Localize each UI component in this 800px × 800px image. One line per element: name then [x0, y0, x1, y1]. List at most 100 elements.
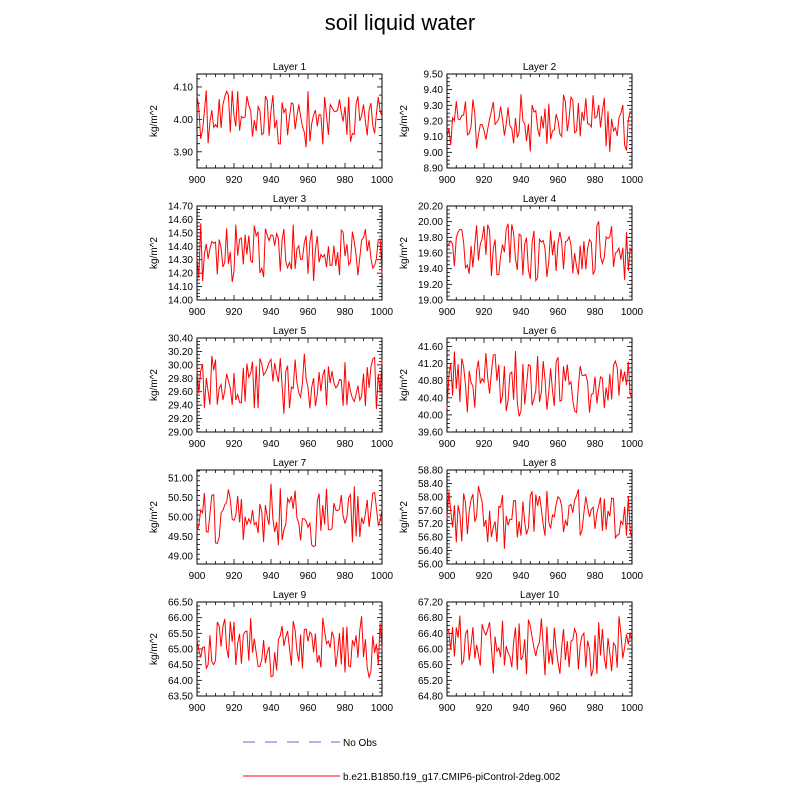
- x-tick-label: 920: [226, 703, 243, 714]
- y-tick-label: 14.70: [168, 202, 193, 213]
- y-tick-label: 66.50: [168, 598, 193, 609]
- x-tick-label: 900: [189, 175, 206, 186]
- y-tick-label: 29.60: [168, 387, 193, 398]
- y-tick-label: 30.40: [168, 334, 193, 345]
- y-tick-label: 66.80: [418, 613, 443, 624]
- y-tick-label: 50.00: [168, 513, 193, 524]
- y-tick-label: 9.10: [424, 132, 444, 143]
- y-tick-label: 39.60: [418, 428, 443, 439]
- y-tick-label: 14.40: [168, 242, 193, 253]
- series-line-model: [446, 94, 633, 152]
- panel-title: Layer 10: [520, 590, 559, 601]
- x-tick-label: 960: [300, 439, 317, 450]
- x-tick-label: 900: [189, 571, 206, 582]
- figure-title: soil liquid water: [325, 10, 475, 35]
- panel-title: Layer 7: [273, 458, 307, 469]
- panel-layer-1: Layer 1 900 920 940 960 980 1000 3.90 4.00 4.10 kg…: [149, 62, 394, 186]
- panel-layer-10: Layer 10 900 920 940 960 980 1000 64.80 65.20 65.…: [418, 590, 644, 714]
- x-tick-label: 940: [513, 307, 530, 318]
- y-tick-label: 9.40: [424, 85, 444, 96]
- x-tick-label: 960: [550, 703, 567, 714]
- x-tick-label: 980: [337, 703, 354, 714]
- y-tick-label: 64.50: [168, 660, 193, 671]
- y-axis-label: kg/m^2: [399, 501, 410, 533]
- plot-frame: [196, 337, 383, 433]
- x-tick-label: 1000: [621, 175, 644, 186]
- y-tick-label: 56.40: [418, 546, 443, 557]
- panel-layer-2: Layer 2 900 920 940 960 980 1000 8.90 9.00 9.10 9.…: [399, 62, 644, 186]
- x-tick-label: 920: [226, 175, 243, 186]
- y-tick-label: 65.60: [418, 660, 443, 671]
- panel-title: Layer 9: [273, 590, 307, 601]
- panel-layer-6: Layer 6 900 920 940 960 980 1000 39.60 40.00 40.4…: [399, 326, 644, 450]
- x-tick-label: 960: [550, 571, 567, 582]
- y-tick-label: 51.00: [168, 473, 193, 484]
- x-tick-label: 900: [439, 307, 456, 318]
- x-tick-label: 940: [263, 307, 280, 318]
- y-tick-label: 50.50: [168, 493, 193, 504]
- panel-layer-4: Layer 4 900 920 940 960 980 1000 19.00 19.20 19.4…: [399, 194, 644, 318]
- series-line-model: [446, 351, 633, 417]
- y-tick-label: 14.00: [168, 296, 193, 307]
- x-tick-label: 920: [476, 175, 493, 186]
- x-tick-label: 940: [263, 175, 280, 186]
- y-tick-label: 40.40: [418, 393, 443, 404]
- y-tick-label: 9.20: [424, 117, 444, 128]
- y-tick-label: 30.20: [168, 347, 193, 358]
- x-tick-label: 1000: [621, 439, 644, 450]
- x-tick-label: 920: [226, 439, 243, 450]
- panel-layer-7: Layer 7 900 920 940 960 980 1000 49.00 49.50 50.0…: [149, 458, 394, 582]
- x-tick-label: 980: [587, 307, 604, 318]
- x-tick-label: 900: [189, 307, 206, 318]
- y-tick-label: 14.60: [168, 215, 193, 226]
- x-tick-label: 940: [513, 439, 530, 450]
- x-tick-label: 1000: [371, 175, 394, 186]
- y-tick-label: 58.40: [418, 479, 443, 490]
- series-line-model: [196, 483, 383, 548]
- y-tick-label: 19.00: [418, 296, 443, 307]
- y-tick-label: 14.50: [168, 228, 193, 239]
- legend-obs-label: No Obs: [343, 738, 377, 749]
- y-tick-label: 19.80: [418, 233, 443, 244]
- y-tick-label: 29.40: [168, 401, 193, 412]
- y-tick-label: 30.00: [168, 360, 193, 371]
- x-tick-label: 960: [300, 703, 317, 714]
- x-tick-label: 900: [439, 571, 456, 582]
- series-line-model: [196, 223, 383, 283]
- y-tick-label: 14.10: [168, 282, 193, 293]
- plot-frame: [446, 601, 633, 697]
- y-tick-label: 29.20: [168, 414, 193, 425]
- panel-title: Layer 5: [273, 326, 307, 337]
- x-tick-label: 1000: [621, 703, 644, 714]
- y-tick-label: 9.30: [424, 101, 444, 112]
- x-tick-label: 960: [550, 439, 567, 450]
- panel-grid: Layer 1 900 920 940 960 980 1000 3.90 4.00 4.10 kg…: [149, 62, 644, 714]
- y-tick-label: 67.20: [418, 598, 443, 609]
- y-tick-label: 57.60: [418, 506, 443, 517]
- y-tick-label: 9.50: [424, 70, 444, 81]
- y-tick-label: 64.00: [168, 676, 193, 687]
- series-line-model: [196, 616, 383, 680]
- x-tick-label: 920: [226, 307, 243, 318]
- y-tick-label: 4.10: [174, 82, 194, 93]
- y-tick-label: 20.00: [418, 217, 443, 228]
- series-line-model: [446, 221, 633, 283]
- series-line-model: [196, 90, 383, 148]
- y-axis-label: kg/m^2: [149, 237, 160, 269]
- series-line-model: [196, 353, 383, 414]
- y-axis-label: kg/m^2: [149, 501, 160, 533]
- x-tick-label: 900: [439, 439, 456, 450]
- x-tick-label: 960: [550, 175, 567, 186]
- panel-layer-5: Layer 5 900 920 940 960 980 1000 29.00 29.20 29.4…: [149, 326, 394, 450]
- panel-layer-9: Layer 9 900 920 940 960 980 1000 63.50 64.00 64.5…: [149, 590, 394, 714]
- y-tick-label: 49.50: [168, 532, 193, 543]
- x-tick-label: 980: [337, 439, 354, 450]
- y-tick-label: 65.00: [168, 645, 193, 656]
- y-tick-label: 64.80: [418, 692, 443, 703]
- y-tick-label: 66.00: [418, 645, 443, 656]
- x-tick-label: 900: [439, 175, 456, 186]
- y-tick-label: 20.20: [418, 202, 443, 213]
- x-tick-label: 960: [300, 175, 317, 186]
- x-tick-label: 940: [263, 571, 280, 582]
- x-tick-label: 980: [587, 571, 604, 582]
